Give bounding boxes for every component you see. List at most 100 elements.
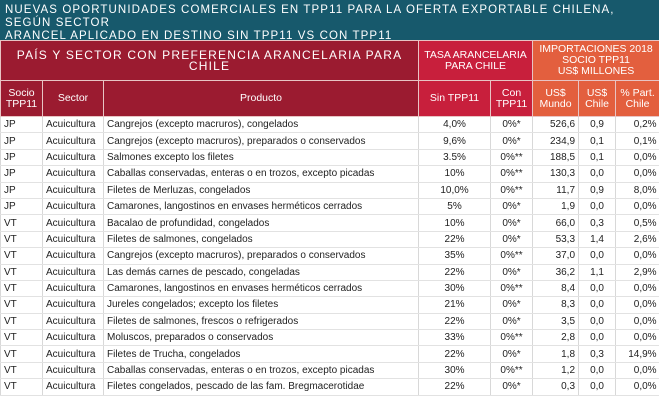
- cell-usd-mundo: 8,3: [532, 296, 579, 314]
- cell-usd-chile: 1,1: [578, 264, 616, 281]
- cell-producto: Caballas conservadas, enteras o en trozo…: [102, 165, 419, 183]
- cell-sin-tpp11: 10%: [418, 214, 491, 232]
- cell-producto: Camarones, langostinos en envases hermét…: [102, 198, 419, 216]
- cell-producto: Moluscos, preparados o conservados: [102, 329, 419, 347]
- cell-socio: VT: [0, 362, 43, 380]
- cell-part-chile: 0,5%: [615, 214, 659, 232]
- cell-sector: Acuicultura: [42, 247, 104, 265]
- cell-con-tpp11: 0%*: [490, 313, 533, 331]
- cell-sector: Acuicultura: [42, 198, 104, 216]
- table-row: VT Acuicultura Las demás carnes de pescado…: [0, 264, 659, 281]
- cell-con-tpp11: 0%**: [490, 362, 533, 380]
- cell-part-chile: 2,9%: [615, 264, 659, 281]
- cell-con-tpp11: 0%*: [490, 231, 533, 249]
- cell-producto: Cangrejos (excepto macruros), congelados: [102, 116, 419, 134]
- cell-usd-chile: 0,0: [578, 329, 616, 347]
- cell-con-tpp11: 0%*: [490, 198, 533, 216]
- cell-sin-tpp11: 35%: [418, 247, 491, 265]
- cell-sector: Acuicultura: [42, 116, 104, 134]
- cell-producto: Filetes de salmones, congelados: [102, 231, 419, 249]
- cell-socio: VT: [0, 247, 43, 265]
- table-title: NUEVAS OPORTUNIDADES COMERCIALES EN TPP1…: [0, 0, 659, 42]
- cell-part-chile: 0,0%: [615, 165, 659, 183]
- table-row: JP Acuicultura Cangrejos (excepto macruros…: [0, 132, 659, 150]
- col-usd-chile: US$ Chile: [578, 80, 617, 117]
- cell-usd-chile: 0,0: [578, 247, 616, 265]
- cell-usd-chile: 0,0: [578, 313, 616, 331]
- cell-usd-mundo: 234,9: [532, 132, 579, 150]
- cell-part-chile: 0,0%: [615, 198, 659, 216]
- cell-socio: JP: [0, 149, 43, 167]
- cell-sector: Acuicultura: [42, 296, 104, 314]
- cell-usd-mundo: 526,6: [532, 116, 579, 134]
- cell-usd-mundo: 2,8: [532, 329, 579, 347]
- cell-sin-tpp11: 3.5%: [418, 149, 491, 167]
- cell-socio: JP: [0, 182, 43, 199]
- cell-con-tpp11: 0%**: [490, 182, 533, 199]
- col-socio: Socio TPP11: [0, 80, 43, 117]
- cell-part-chile: 0,0%: [615, 329, 659, 347]
- table-row: JP Acuicultura Salmones excepto los filete…: [0, 149, 659, 167]
- cell-usd-chile: 0,3: [578, 345, 616, 363]
- cell-usd-chile: 0,9: [578, 182, 616, 199]
- cell-socio: VT: [0, 214, 43, 232]
- table-row: VT Acuicultura Cangrejos (excepto macruros…: [0, 247, 659, 265]
- cell-part-chile: 0,1%: [615, 132, 659, 150]
- cell-usd-chile: 0,1: [578, 132, 616, 150]
- cell-part-chile: 0,0%: [615, 378, 659, 396]
- cell-part-chile: 0,2%: [615, 116, 659, 134]
- cell-socio: VT: [0, 231, 43, 249]
- cell-producto: Bacalao de profundidad, congelados: [102, 214, 419, 232]
- col-con-tpp11: Con TPP11: [490, 80, 534, 117]
- cell-part-chile: 0,0%: [615, 247, 659, 265]
- cell-sin-tpp11: 4,0%: [418, 116, 491, 134]
- cell-con-tpp11: 0%*: [490, 378, 533, 396]
- cell-socio: JP: [0, 116, 43, 134]
- cell-sector: Acuicultura: [42, 345, 104, 363]
- cell-sin-tpp11: 30%: [418, 362, 491, 380]
- cell-producto: Jureles congelados; excepto los filetes: [102, 296, 419, 314]
- cell-part-chile: 2,6%: [615, 231, 659, 249]
- cell-usd-mundo: 1,8: [532, 345, 579, 363]
- cell-usd-mundo: 11,7: [532, 182, 579, 199]
- table-row: VT Acuicultura Filetes de salmones, fresco…: [0, 313, 659, 331]
- cell-sin-tpp11: 22%: [418, 313, 491, 331]
- cell-sin-tpp11: 30%: [418, 280, 491, 298]
- cell-sector: Acuicultura: [42, 214, 104, 232]
- cell-usd-mundo: 8,4: [532, 280, 579, 298]
- table-row: VT Acuicultura Filetes de Trucha, congelad…: [0, 345, 659, 363]
- cell-con-tpp11: 0%**: [490, 247, 533, 265]
- table-row: JP Acuicultura Camarones, langostinos en e…: [0, 198, 659, 216]
- cell-usd-chile: 0,0: [578, 280, 616, 298]
- cell-usd-chile: 0,0: [578, 165, 616, 183]
- cell-usd-mundo: 53,3: [532, 231, 579, 249]
- cell-con-tpp11: 0%*: [490, 264, 533, 281]
- cell-socio: VT: [0, 296, 43, 314]
- table-row: VT Acuicultura Jureles congelados; excepto…: [0, 296, 659, 314]
- cell-usd-mundo: 1,2: [532, 362, 579, 380]
- cell-usd-chile: 1,4: [578, 231, 616, 249]
- header-group-imports: IMPORTACIONES 2018 SOCIO TPP11 US$ MILLO…: [532, 40, 659, 81]
- cell-con-tpp11: 0%*: [490, 296, 533, 314]
- cell-socio: VT: [0, 329, 43, 347]
- table-row: VT Acuicultura Filetes de salmones, congel…: [0, 231, 659, 249]
- tariff-table: PAÍS Y SECTOR CON PREFERENCIA ARANCELARI…: [0, 40, 659, 396]
- table-row: VT Acuicultura Filetes congelados, pescado…: [0, 378, 659, 396]
- cell-usd-mundo: 0,3: [532, 378, 579, 396]
- cell-part-chile: 8,0%: [615, 182, 659, 199]
- col-sector: Sector: [42, 80, 104, 117]
- cell-usd-mundo: 3,5: [532, 313, 579, 331]
- cell-part-chile: 0,0%: [615, 296, 659, 314]
- cell-sin-tpp11: 22%: [418, 378, 491, 396]
- cell-con-tpp11: 0%*: [490, 132, 533, 150]
- cell-sector: Acuicultura: [42, 132, 104, 150]
- cell-socio: JP: [0, 132, 43, 150]
- cell-socio: VT: [0, 264, 43, 281]
- cell-sector: Acuicultura: [42, 362, 104, 380]
- cell-sector: Acuicultura: [42, 231, 104, 249]
- imports-line-2: SOCIO TPP11: [562, 54, 630, 66]
- cell-usd-chile: 0,9: [578, 116, 616, 134]
- cell-sin-tpp11: 22%: [418, 264, 491, 281]
- cell-producto: Las demás carnes de pescado, congeladas: [102, 264, 419, 281]
- title-line-1: NUEVAS OPORTUNIDADES COMERCIALES EN TPP1…: [5, 4, 615, 29]
